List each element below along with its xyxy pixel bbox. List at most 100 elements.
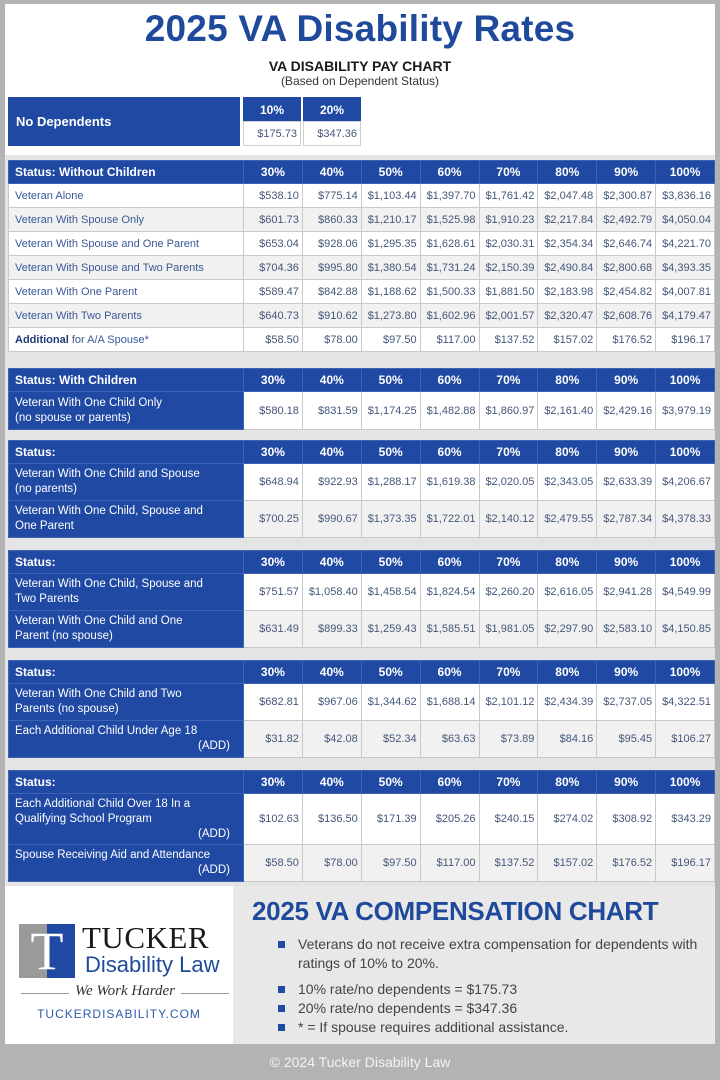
rate-cell: $2,343.05 [537, 463, 598, 501]
rate-header: 30% [243, 160, 303, 184]
rate-header: 70% [478, 368, 539, 392]
rate-header: 100% [655, 660, 715, 684]
rate-header: 70% [478, 160, 539, 184]
logo-letter: T [30, 921, 64, 981]
chart-note: (Based on Dependent Status) [280, 74, 440, 88]
status-header: Status: [8, 770, 244, 794]
rate-header: 60% [419, 770, 480, 794]
rate-cell: $4,378.33 [655, 500, 715, 538]
brand-tagline: We Work Harder [75, 983, 175, 999]
no-dependents-label: No Dependents [8, 97, 240, 146]
rate-header: 80% [537, 160, 598, 184]
logo-gray-block [19, 924, 47, 978]
rate-cell: $117.00 [419, 844, 480, 882]
rate-header: 60% [419, 550, 480, 574]
rate-cell: $240.15 [478, 793, 539, 845]
website-link[interactable]: TUCKERDISABILITY.COM [37, 1007, 201, 1021]
header-20: 20% [303, 97, 361, 121]
rate-header: 70% [478, 770, 539, 794]
rates-table-with-children: Status: With Children 30% 40% 50% 60% 70% 80%… [8, 368, 715, 430]
rate-cell: $1,188.62 [360, 279, 421, 304]
row-label: Each Additional Child Under Age 18 (ADD) [8, 720, 244, 758]
value-20: $347.36 [303, 121, 361, 146]
row-label-line1: Spouse Receiving Aid and Attendance [15, 849, 211, 861]
rate-header: 40% [301, 550, 362, 574]
table-row: Veteran With One Child Only (no spouse or… [8, 391, 715, 430]
row-label-line1: Veteran With One Child, Spouse and [15, 578, 203, 590]
rate-cell: $580.18 [243, 391, 303, 430]
row-label-line2: (no parents) [15, 483, 78, 495]
rate-cell: $274.02 [537, 793, 598, 845]
rate-header: 30% [243, 770, 303, 794]
rate-header: 100% [655, 440, 715, 464]
rate-cell: $3,979.19 [655, 391, 715, 430]
rate-header: 80% [537, 770, 598, 794]
rate-cell: $2,941.28 [596, 573, 657, 611]
rate-cell: $1,910.23 [478, 207, 539, 232]
rate-cell: $2,101.12 [478, 683, 539, 721]
rate-cell: $176.52 [596, 327, 657, 352]
rate-cell: $2,320.47 [537, 303, 598, 328]
compensation-title: 2025 VA COMPENSATION CHART [252, 896, 659, 926]
rate-cell: $589.47 [243, 279, 303, 304]
rate-header: 100% [655, 160, 715, 184]
bullet-text: 20% rate/no dependents = $347.36 [298, 1000, 518, 1016]
row-label: Veteran With Spouse and One Parent [8, 231, 244, 256]
logo-mark: T [19, 921, 75, 981]
compensation-panel: 2025 VA COMPENSATION CHART Veterans do n… [233, 886, 715, 1044]
table-row: Spouse Receiving Aid and Attendance (ADD)… [8, 844, 715, 882]
rate-cell: $1,525.98 [419, 207, 480, 232]
rate-cell: $137.52 [478, 844, 539, 882]
rate-cell: $1,273.80 [360, 303, 421, 328]
rate-cell: $842.88 [301, 279, 362, 304]
rate-cell: $95.45 [596, 720, 657, 758]
rates-table-status-4: Status: 30% 40% 50% 60% 70% 80% 90% 100% Vetera… [8, 660, 715, 758]
table-row: Veteran With Spouse and One Parent $653.… [8, 231, 715, 256]
rate-cell: $136.50 [301, 793, 362, 845]
rate-cell: $2,583.10 [596, 610, 657, 648]
row-label: Veteran Alone [8, 183, 244, 208]
rate-header: 40% [301, 368, 362, 392]
rate-cell: $682.81 [243, 683, 303, 721]
rate-cell: $2,297.90 [537, 610, 598, 648]
rate-cell: $2,161.40 [537, 391, 598, 430]
table-header-row: Status: With Children 30% 40% 50% 60% 70% 80%… [8, 368, 715, 392]
rate-cell: $995.80 [301, 255, 362, 280]
rate-cell: $78.00 [301, 844, 362, 882]
rate-cell: $1,860.97 [478, 391, 539, 430]
rate-cell: $106.27 [655, 720, 715, 758]
table-header-row: Status: 30% 40% 50% 60% 70% 80% 90% 100% [8, 770, 715, 794]
rate-cell: $1,295.35 [360, 231, 421, 256]
rate-cell: $171.39 [360, 793, 421, 845]
rate-cell: $42.08 [301, 720, 362, 758]
table-row: Each Additional Child Over 18 In a Qualif… [8, 793, 715, 845]
row-label-line1: Each Additional Child Under Age 18 [15, 725, 198, 737]
rate-cell: $2,140.12 [478, 500, 539, 538]
status-header: Status: [8, 440, 244, 464]
rate-cell: $700.25 [243, 500, 303, 538]
table-row: Veteran With Two Parents $640.73 $910.62 $… [8, 303, 715, 328]
rate-header: 80% [537, 440, 598, 464]
rate-header: 40% [301, 160, 362, 184]
row-label-line2: Parents (no spouse) [15, 703, 119, 715]
rate-header: 30% [243, 440, 303, 464]
rate-header: 100% [655, 770, 715, 794]
rate-cell: $1,288.17 [360, 463, 421, 501]
row-label-line2: Parent (no spouse) [15, 630, 113, 642]
rate-cell: $751.57 [243, 573, 303, 611]
rate-cell: $4,393.35 [655, 255, 715, 280]
rate-cell: $1,103.44 [360, 183, 421, 208]
rate-header: 40% [301, 660, 362, 684]
rate-cell: $2,737.05 [596, 683, 657, 721]
rate-cell: $2,260.20 [478, 573, 539, 611]
rate-cell: $704.36 [243, 255, 303, 280]
table-header-row: Status: 30% 40% 50% 60% 70% 80% 90% 100% [8, 550, 715, 574]
rate-cell: $1,259.43 [360, 610, 421, 648]
row-label: Veteran With Two Parents [8, 303, 244, 328]
rate-cell: $4,150.85 [655, 610, 715, 648]
rate-cell: $538.10 [243, 183, 303, 208]
rate-cell: $2,492.79 [596, 207, 657, 232]
rate-header: 90% [596, 550, 657, 574]
rate-header: 30% [243, 550, 303, 574]
status-header: Status: Without Children [8, 160, 244, 184]
